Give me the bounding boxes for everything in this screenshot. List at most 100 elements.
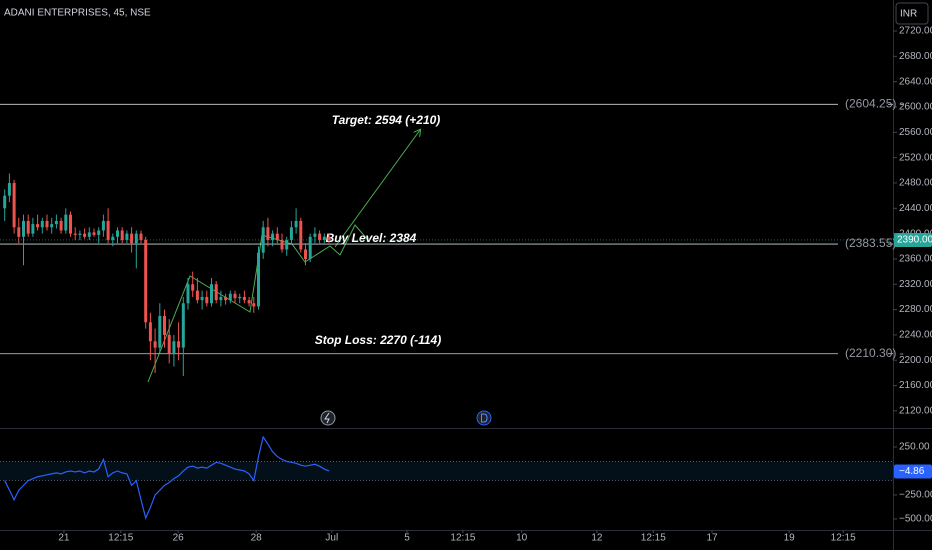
candle-body bbox=[266, 227, 270, 240]
y-tick-label: 2520.00 bbox=[899, 152, 932, 163]
x-tick-label: 12:15 bbox=[641, 533, 666, 544]
osc-line bbox=[4, 435, 330, 520]
candle-body bbox=[205, 296, 209, 304]
level-label: (2210.30) - bbox=[845, 346, 904, 360]
candle-body bbox=[181, 303, 185, 348]
y-tick-label: 2680.00 bbox=[899, 51, 932, 62]
osc-y-tick-label: −500.00 bbox=[899, 514, 932, 525]
candle-body bbox=[111, 236, 115, 240]
stop-annotation: Stop Loss: 2270 (-114) bbox=[315, 333, 441, 347]
candle-body bbox=[83, 233, 87, 237]
candle-body bbox=[233, 293, 237, 299]
candle-body bbox=[73, 233, 77, 235]
candle-body bbox=[40, 220, 44, 228]
candle-body bbox=[116, 230, 119, 237]
candle-body bbox=[139, 233, 143, 240]
candle-body bbox=[163, 315, 166, 335]
candle-body bbox=[50, 224, 54, 228]
y-tick-label: 2480.00 bbox=[899, 178, 932, 189]
dividend-icon-glyph bbox=[481, 413, 488, 423]
x-tick-label: 12:15 bbox=[450, 533, 475, 544]
candle-body bbox=[148, 322, 152, 342]
candle-body bbox=[54, 220, 58, 225]
candle-body bbox=[271, 233, 275, 240]
candle-body bbox=[22, 220, 25, 237]
x-tick-label: Jul bbox=[325, 533, 338, 544]
event-icon-glyph bbox=[324, 412, 330, 424]
candle-body bbox=[144, 239, 148, 323]
y-tick-label: 2160.00 bbox=[899, 380, 932, 391]
x-tick-label: 26 bbox=[173, 533, 185, 544]
candle-body bbox=[299, 220, 303, 250]
x-tick-label: 12 bbox=[591, 533, 603, 544]
x-tick-label: 12:15 bbox=[831, 533, 856, 544]
candle-body bbox=[130, 233, 134, 244]
x-tick-label: 21 bbox=[58, 533, 70, 544]
candle-body bbox=[327, 236, 331, 240]
candle-body bbox=[313, 233, 317, 237]
candle-body bbox=[285, 239, 289, 250]
candle-body bbox=[294, 220, 298, 228]
currency: INR bbox=[900, 9, 917, 20]
candle-body bbox=[134, 233, 138, 244]
y-tick-label: 2240.00 bbox=[899, 330, 932, 341]
candle-body bbox=[78, 233, 82, 235]
candle-body bbox=[45, 220, 49, 228]
candle-body bbox=[261, 227, 265, 253]
candle-body bbox=[158, 315, 162, 348]
x-tick-label: 5 bbox=[404, 533, 410, 544]
y-tick-label: 2560.00 bbox=[899, 127, 932, 138]
candle-body bbox=[247, 300, 251, 304]
osc-band bbox=[0, 461, 893, 481]
candle-body bbox=[322, 236, 326, 240]
candle-body bbox=[59, 220, 63, 231]
x-tick-label: 19 bbox=[784, 533, 796, 544]
candle-body bbox=[69, 214, 72, 234]
candle-body bbox=[167, 334, 171, 354]
chart-title: ADANI ENTERPRISES, 45, NSE bbox=[4, 8, 151, 19]
candle-body bbox=[3, 195, 7, 209]
dividend-icon[interactable] bbox=[476, 410, 492, 426]
candle-body bbox=[252, 303, 256, 307]
candle-body bbox=[36, 224, 40, 228]
candle-body bbox=[101, 220, 105, 231]
event-icon[interactable] bbox=[320, 410, 336, 426]
osc-y-tick-label: 250.00 bbox=[899, 442, 930, 453]
candle-body bbox=[120, 230, 124, 240]
candle-body bbox=[153, 341, 157, 348]
candle-body bbox=[17, 227, 21, 237]
y-tick-label: 2200.00 bbox=[899, 355, 932, 366]
candle-body bbox=[97, 230, 101, 235]
drawings bbox=[147, 130, 420, 383]
last-price-label: 2390.00 bbox=[897, 235, 932, 246]
candle-body bbox=[304, 249, 307, 259]
candle-body bbox=[242, 296, 246, 301]
candle-body bbox=[289, 227, 293, 240]
candle-body bbox=[308, 236, 312, 259]
y-tick-label: 2440.00 bbox=[899, 203, 932, 214]
currency-button[interactable] bbox=[895, 2, 929, 25]
x-tick-label: 28 bbox=[251, 533, 263, 544]
y-tick-label: 2640.00 bbox=[899, 76, 932, 87]
y-tick-label: 2120.00 bbox=[899, 406, 932, 417]
candle-body bbox=[210, 284, 213, 304]
x-tick-label: 17 bbox=[706, 533, 718, 544]
y-tick-label: 2360.00 bbox=[899, 254, 932, 265]
last-price-box bbox=[894, 232, 932, 247]
candle-body bbox=[177, 341, 181, 348]
candle-body bbox=[172, 341, 176, 354]
target-annotation: Target: 2594 (+210) bbox=[332, 113, 441, 127]
candle-body bbox=[238, 296, 242, 299]
x-tick-label: 12:15 bbox=[108, 533, 133, 544]
candle-body bbox=[280, 239, 284, 250]
zigzag-drawing bbox=[147, 224, 369, 383]
candle-body bbox=[12, 182, 16, 228]
y-tick-label: 2280.00 bbox=[899, 304, 932, 315]
candle-body bbox=[87, 232, 91, 237]
candle-body bbox=[191, 284, 195, 291]
osc-y-tick-label: −250.00 bbox=[899, 490, 932, 501]
candle-body bbox=[224, 296, 228, 301]
osc-last-box bbox=[894, 464, 932, 479]
level-label: (2383.55) - bbox=[845, 236, 904, 250]
